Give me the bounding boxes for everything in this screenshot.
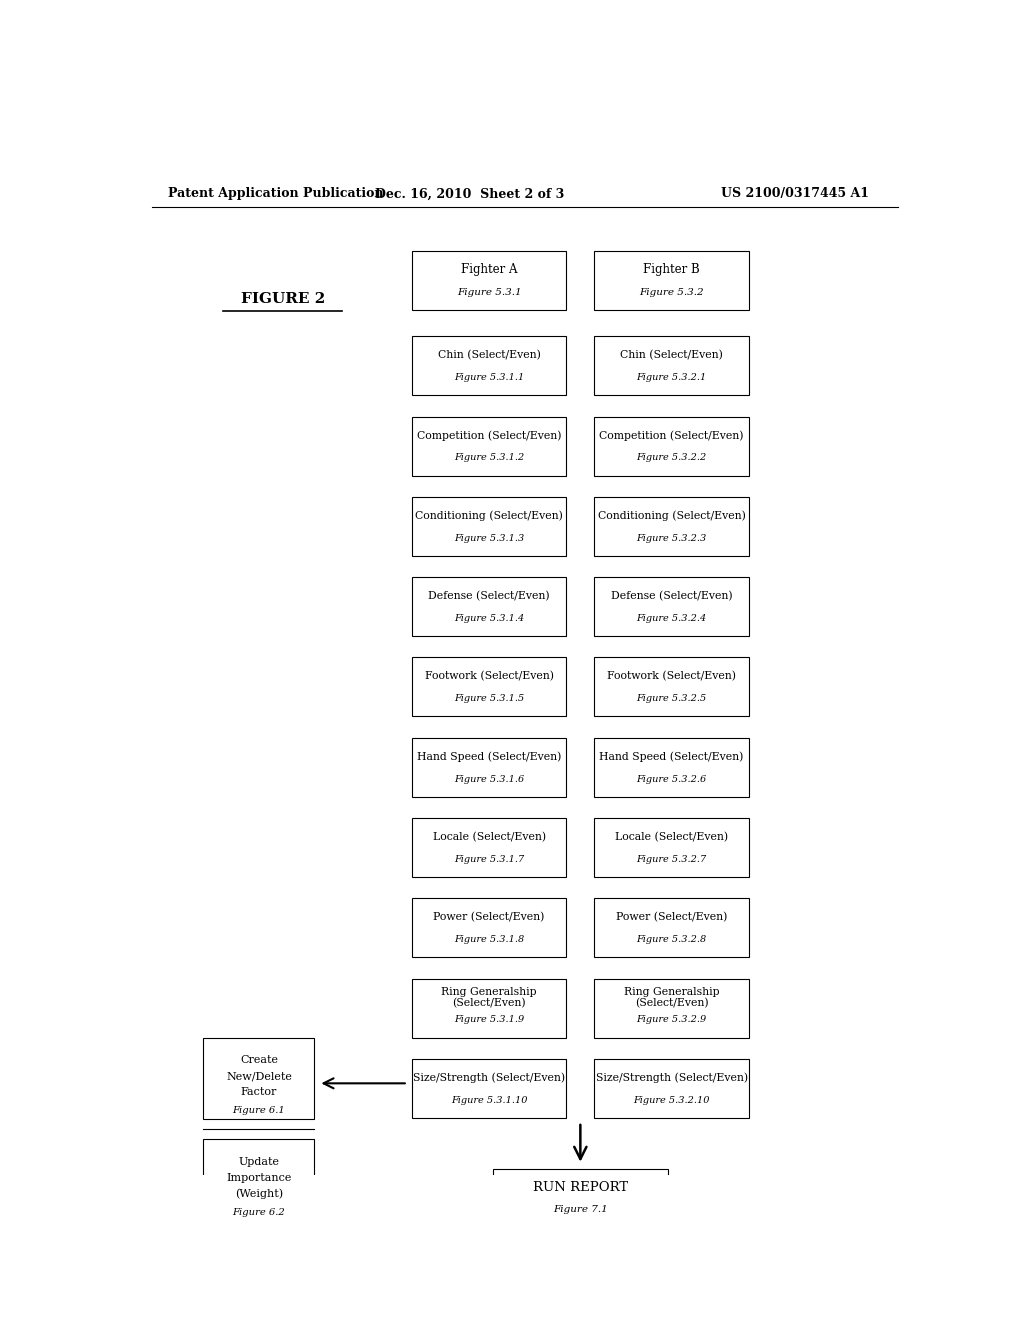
Text: Figure 5.3.1.8: Figure 5.3.1.8	[454, 935, 524, 944]
Text: Figure 5.3.1.2: Figure 5.3.1.2	[454, 453, 524, 462]
Text: Figure 6.2: Figure 6.2	[232, 1208, 286, 1217]
Text: Update: Update	[239, 1156, 280, 1167]
Text: Size/Strength (Select/Even): Size/Strength (Select/Even)	[413, 1073, 565, 1084]
Text: Figure 5.3.1.5: Figure 5.3.1.5	[454, 694, 524, 704]
Text: Footwork (Select/Even): Footwork (Select/Even)	[425, 671, 554, 681]
Text: Ring Generalship
(Select/Even): Ring Generalship (Select/Even)	[441, 986, 537, 1008]
Text: Power (Select/Even): Power (Select/Even)	[615, 912, 727, 923]
FancyBboxPatch shape	[494, 1168, 668, 1228]
Text: Conditioning (Select/Even): Conditioning (Select/Even)	[415, 511, 563, 521]
Text: Hand Speed (Select/Even): Hand Speed (Select/Even)	[599, 751, 743, 762]
FancyBboxPatch shape	[412, 818, 566, 876]
Text: Figure 5.3.2.4: Figure 5.3.2.4	[637, 614, 707, 623]
Text: Footwork (Select/Even): Footwork (Select/Even)	[607, 671, 736, 681]
Text: Figure 5.3.1.3: Figure 5.3.1.3	[454, 533, 524, 543]
Text: Size/Strength (Select/Even): Size/Strength (Select/Even)	[596, 1073, 748, 1084]
FancyBboxPatch shape	[412, 417, 566, 475]
FancyBboxPatch shape	[594, 337, 749, 395]
Text: Defense (Select/Even): Defense (Select/Even)	[610, 591, 732, 601]
Text: Conditioning (Select/Even): Conditioning (Select/Even)	[598, 511, 745, 521]
Text: Chin (Select/Even): Chin (Select/Even)	[621, 350, 723, 360]
Text: Figure 6.1: Figure 6.1	[232, 1106, 286, 1115]
FancyBboxPatch shape	[204, 1038, 314, 1119]
Text: Ring Generalship
(Select/Even): Ring Generalship (Select/Even)	[624, 986, 720, 1008]
Text: Figure 5.3.2.9: Figure 5.3.2.9	[637, 1015, 707, 1024]
Text: Chin (Select/Even): Chin (Select/Even)	[437, 350, 541, 360]
Text: Figure 5.3.1: Figure 5.3.1	[457, 288, 521, 297]
FancyBboxPatch shape	[594, 818, 749, 876]
FancyBboxPatch shape	[594, 417, 749, 475]
FancyBboxPatch shape	[594, 657, 749, 717]
Text: Defense (Select/Even): Defense (Select/Even)	[428, 591, 550, 601]
Text: Figure 5.3.2.7: Figure 5.3.2.7	[637, 855, 707, 863]
Text: Create: Create	[240, 1055, 278, 1065]
Text: Power (Select/Even): Power (Select/Even)	[433, 912, 545, 923]
Text: Figure 5.3.1.9: Figure 5.3.1.9	[454, 1015, 524, 1024]
FancyBboxPatch shape	[204, 1139, 314, 1221]
FancyBboxPatch shape	[412, 251, 566, 310]
Text: Patent Application Publication: Patent Application Publication	[168, 187, 383, 201]
Text: US 2100/0317445 A1: US 2100/0317445 A1	[721, 187, 868, 201]
Text: Locale (Select/Even): Locale (Select/Even)	[615, 832, 728, 842]
Text: Figure 5.3.2: Figure 5.3.2	[639, 288, 703, 297]
Text: Importance: Importance	[226, 1173, 292, 1183]
FancyBboxPatch shape	[412, 1059, 566, 1118]
FancyBboxPatch shape	[412, 978, 566, 1038]
FancyBboxPatch shape	[594, 496, 749, 556]
Text: Figure 5.3.2.10: Figure 5.3.2.10	[634, 1096, 710, 1105]
FancyBboxPatch shape	[412, 496, 566, 556]
FancyBboxPatch shape	[412, 337, 566, 395]
Text: Figure 5.3.2.1: Figure 5.3.2.1	[637, 374, 707, 381]
Text: Figure 5.3.1.10: Figure 5.3.1.10	[451, 1096, 527, 1105]
FancyBboxPatch shape	[412, 577, 566, 636]
Text: Figure 5.3.2.2: Figure 5.3.2.2	[637, 453, 707, 462]
Text: Figure 5.3.1.7: Figure 5.3.1.7	[454, 855, 524, 863]
Text: Locale (Select/Even): Locale (Select/Even)	[432, 832, 546, 842]
FancyBboxPatch shape	[594, 978, 749, 1038]
Text: Figure 7.1: Figure 7.1	[553, 1205, 607, 1214]
Text: Figure 5.3.1.6: Figure 5.3.1.6	[454, 775, 524, 784]
Text: Hand Speed (Select/Even): Hand Speed (Select/Even)	[417, 751, 561, 762]
FancyBboxPatch shape	[594, 1059, 749, 1118]
Text: Figure 5.3.2.3: Figure 5.3.2.3	[637, 533, 707, 543]
FancyBboxPatch shape	[412, 738, 566, 797]
FancyBboxPatch shape	[412, 899, 566, 957]
Text: Figure 5.3.2.8: Figure 5.3.2.8	[637, 935, 707, 944]
FancyBboxPatch shape	[594, 899, 749, 957]
FancyBboxPatch shape	[594, 738, 749, 797]
Text: RUN REPORT: RUN REPORT	[532, 1181, 628, 1195]
Text: Competition (Select/Even): Competition (Select/Even)	[417, 430, 561, 441]
FancyBboxPatch shape	[594, 251, 749, 310]
FancyBboxPatch shape	[594, 577, 749, 636]
Text: Figure 5.3.1.4: Figure 5.3.1.4	[454, 614, 524, 623]
Text: Figure 5.3.2.6: Figure 5.3.2.6	[637, 775, 707, 784]
Text: (Weight): (Weight)	[234, 1189, 283, 1200]
Text: Fighter A: Fighter A	[461, 263, 517, 276]
Text: Fighter B: Fighter B	[643, 263, 700, 276]
Text: FIGURE 2: FIGURE 2	[241, 292, 325, 306]
FancyBboxPatch shape	[412, 657, 566, 717]
Text: Factor: Factor	[241, 1088, 278, 1097]
Text: Figure 5.3.1.1: Figure 5.3.1.1	[454, 374, 524, 381]
Text: Dec. 16, 2010  Sheet 2 of 3: Dec. 16, 2010 Sheet 2 of 3	[375, 187, 564, 201]
Text: Figure 5.3.2.5: Figure 5.3.2.5	[637, 694, 707, 704]
Text: New/Delete: New/Delete	[226, 1072, 292, 1081]
Text: Competition (Select/Even): Competition (Select/Even)	[599, 430, 743, 441]
